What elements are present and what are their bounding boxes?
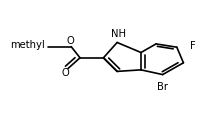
Text: O: O	[62, 68, 70, 78]
Text: NH: NH	[111, 29, 126, 39]
Text: Br: Br	[157, 82, 168, 92]
Text: methyl: methyl	[11, 40, 45, 50]
Text: O: O	[66, 36, 74, 46]
Text: F: F	[190, 41, 196, 51]
